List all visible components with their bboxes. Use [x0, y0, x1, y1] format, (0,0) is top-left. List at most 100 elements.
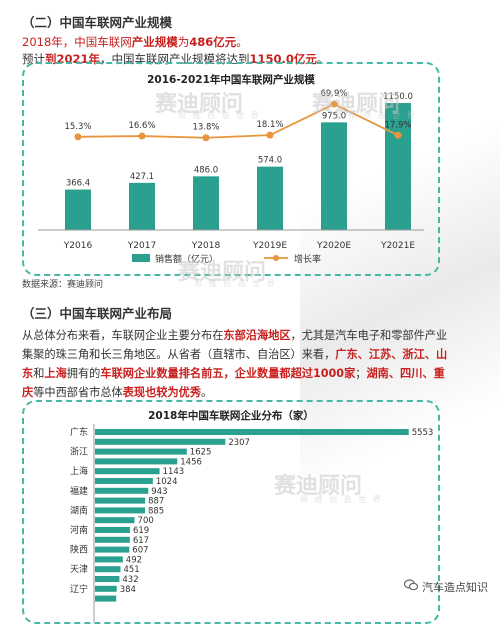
chart2-bar — [95, 468, 160, 475]
watermark-logo: 赛迪顾问 — [155, 91, 244, 117]
chart2-bar — [95, 487, 149, 494]
chart1-growth-label: 13.8% — [192, 123, 219, 133]
chart2-panel: 2018年中国车联网企业分布（家） 5553 广东 2307 1625 浙江 1456 11… — [22, 400, 440, 624]
chart2-value-label: 617 — [133, 536, 149, 546]
chart2-bar — [95, 458, 178, 465]
watermark-tagline: 思 维 创 造 世 界 — [300, 495, 383, 504]
chart2-title: 2018年中国车联网企业分布（家） — [148, 410, 314, 422]
chart1-growth-point — [330, 100, 338, 108]
chart1-growth-point — [394, 131, 402, 139]
watermark-logo: 赛迪顾问 — [274, 473, 363, 499]
chart2-bar — [95, 566, 121, 573]
chart1-title: 2016-2021年中国车联网产业规模 — [147, 74, 315, 86]
footer-account-name: 汽车造点知识 — [422, 581, 488, 594]
watermark-logo: 赛迪顾问 — [312, 91, 401, 117]
chart1-legend-line-label: 增长率 — [294, 253, 321, 265]
chart2-bar — [95, 438, 226, 445]
chart1-bar-value-label: 1150.0 — [383, 92, 413, 102]
section2-paragraph: 从总体分布来看，车联网企业主要分布在东部沿海地区，尤其是汽车电子和零部件产业 集… — [22, 329, 448, 399]
chart2-category-label: 河南 — [70, 524, 88, 536]
chart1-bar-value-label: 486.0 — [194, 165, 218, 175]
chart1-bar — [129, 182, 155, 230]
chart2-bar — [95, 595, 117, 602]
section1-title: （二）中国车联网产业规模 — [22, 15, 173, 30]
chart2-value-label: 607 — [132, 546, 148, 556]
chart2-bar — [95, 429, 409, 435]
chart2-bar — [95, 556, 123, 563]
chart1-x-tick-label: Y2016 — [63, 241, 93, 251]
chart1-bar — [65, 189, 91, 230]
chart2-value-label: 1143 — [163, 467, 185, 477]
chart2-bar — [95, 576, 120, 582]
chart2-value-label: 885 — [148, 506, 164, 516]
chart1-growth-label: 18.1% — [256, 120, 283, 130]
chart1-growth-point — [138, 132, 146, 140]
watermark-tagline: 思 维 创 造 世 界 — [334, 111, 417, 120]
chart2-bar — [95, 536, 130, 543]
chart2-bar — [95, 546, 130, 553]
chart2-bar — [95, 585, 117, 592]
chart1-bar — [321, 122, 347, 230]
chart1-plot: 366.4 Y2016 427.1 Y2017 486.0 Y2018 574.0 Y2019… — [38, 89, 424, 265]
chart2-value-label: 451 — [123, 565, 139, 575]
chart1-legend-line-marker — [273, 255, 279, 261]
chart1-x-tick-label: Y2019E — [252, 241, 287, 251]
watermark-tagline: 思 维 创 造 世 界 — [194, 279, 277, 288]
chart2-category-label: 天津 — [70, 564, 88, 575]
chart2-value-label: 1024 — [156, 477, 178, 487]
chart1-x-tick-label: Y2020E — [316, 241, 351, 251]
chart2-category-label: 辽宁 — [70, 583, 88, 595]
chart2-bar — [95, 478, 153, 484]
chart1-growth-point — [202, 134, 210, 142]
chart1-growth-point — [74, 133, 82, 141]
chart1-growth-line — [77, 103, 399, 139]
chart1-legend-bar-label: 销售额（亿元） — [155, 253, 218, 265]
chart2-value-label: 2307 — [228, 438, 250, 448]
chart2-category-label: 广东 — [70, 426, 88, 438]
watermark-tagline: 思 维 创 造 世 界 — [178, 111, 261, 120]
chart2-category-label: 上海 — [70, 465, 88, 477]
chart2-category-label: 福建 — [70, 485, 88, 497]
chart2-value-label: 943 — [151, 487, 167, 497]
chart2-value-label: 1625 — [190, 448, 212, 458]
chart2-value-label: 619 — [133, 526, 149, 536]
chart1-bar-value-label: 574.0 — [258, 156, 282, 166]
section1-line1: 2018年，中国车联网产业规模为486亿元。 — [22, 35, 248, 49]
chart2-category-label: 浙江 — [70, 446, 88, 458]
chart1-source: 数据来源：赛迪顾问 — [22, 280, 104, 290]
chart1-growth-point — [266, 131, 274, 139]
chart1-growth-label: 69.9% — [320, 89, 347, 99]
watermark-logo: 赛迪顾问 — [178, 259, 267, 285]
chart1-x-tick-label: Y2021E — [380, 241, 415, 251]
chart1-bar — [193, 176, 219, 230]
chart2-bar — [95, 527, 130, 533]
chart2-bar — [95, 507, 145, 514]
chart1-x-tick-label: Y2017 — [127, 241, 156, 251]
chart2-value-label: 5553 — [412, 428, 434, 438]
chart1-bar-value-label: 366.4 — [66, 179, 90, 189]
chart1-panel: 2016-2021年中国车联网产业规模 366.4 Y2016 427.1 Y2017… — [22, 62, 440, 276]
chart2-bar — [95, 497, 146, 504]
chart2-value-label: 887 — [148, 497, 164, 507]
chart2-value-label: 700 — [138, 516, 154, 526]
section2-title: （三）中国车联网产业布局 — [22, 306, 173, 321]
chart2-bar — [95, 517, 135, 524]
chart2-bar — [95, 448, 187, 455]
chart1-bar — [385, 103, 411, 230]
wechat-icon — [404, 579, 418, 591]
chart1-bar-value-label: 975.0 — [322, 111, 346, 121]
chart1-growth-label: 15.3% — [64, 122, 91, 132]
chart1-legend-bar-swatch — [132, 254, 150, 262]
chart2-category-label: 陕西 — [70, 544, 88, 556]
chart1-bar-value-label: 427.1 — [130, 172, 154, 182]
chart2-value-label: 1456 — [180, 457, 202, 467]
chart1-bar — [257, 166, 283, 230]
chart1-growth-label: 17.9% — [384, 120, 411, 130]
chart1-growth-label: 16.6% — [128, 121, 155, 131]
chart2-value-label: 432 — [122, 575, 138, 585]
chart2-value-label: 492 — [126, 555, 142, 565]
chart2-category-label: 湖南 — [70, 504, 88, 516]
chart1-x-tick-label: Y2018 — [191, 241, 221, 251]
chart2-value-label: 384 — [120, 585, 136, 595]
